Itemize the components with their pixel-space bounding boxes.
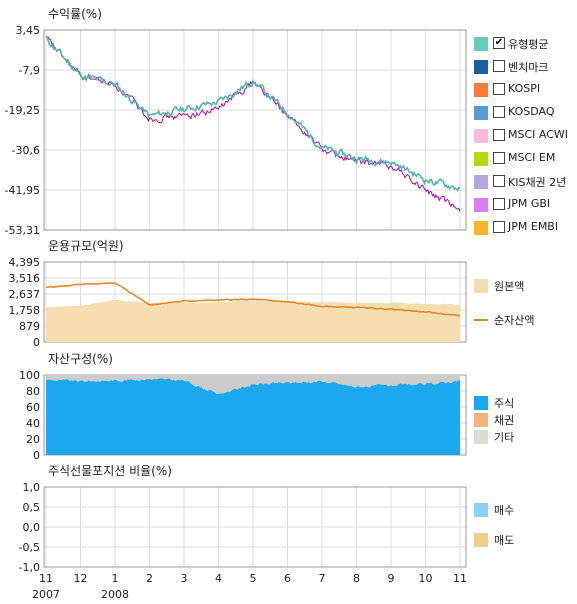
y-tick-label: 1,758 <box>9 304 41 317</box>
panel-title: 운용규모(억원) <box>48 239 124 253</box>
legend-swatch <box>474 129 488 143</box>
panel-title: 수익률(%) <box>48 7 102 21</box>
y-tick-label: -19,25 <box>5 104 40 117</box>
x-month-label: 2 <box>146 572 153 585</box>
legend-swatch <box>474 533 488 547</box>
x-month-label: 11 <box>39 572 53 585</box>
y-tick-label: -0,5 <box>19 541 40 554</box>
y-tick-label: -41,95 <box>5 184 40 197</box>
y-tick-label: 20 <box>26 433 40 446</box>
x-month-label: 9 <box>388 572 395 585</box>
y-tick-label: 0,5 <box>23 501 41 514</box>
y-tick-label: 80 <box>26 385 40 398</box>
y-tick-label: 879 <box>19 320 40 333</box>
legend-label: 유형평균 <box>508 38 549 51</box>
panel-title: 자산구성(%) <box>48 352 113 366</box>
legend-label: JPM GBI <box>508 197 551 210</box>
y-tick-label: 4,395 <box>9 256 41 269</box>
legend-checkbox[interactable] <box>493 198 505 210</box>
legend-swatch <box>474 175 488 189</box>
legend-checkbox[interactable] <box>493 106 505 118</box>
legend-label: 순자산액 <box>494 314 535 327</box>
legend-label: 기타 <box>494 431 515 444</box>
y-tick-label: 3,516 <box>9 272 41 285</box>
legend-swatch <box>474 413 488 427</box>
legend-swatch <box>474 37 488 51</box>
legend-label: MSCI EM <box>508 151 556 164</box>
legend-swatch <box>474 279 488 293</box>
legend-label: 채권 <box>494 414 515 427</box>
legend-label: KIS채권 2년 <box>508 176 567 189</box>
legend-checkbox[interactable] <box>493 129 505 141</box>
legend-checkbox[interactable] <box>493 60 505 72</box>
legend-label: JPM EMBI <box>508 220 559 233</box>
panel-title: 주식선물포지션 비율(%) <box>48 464 172 478</box>
legend-label: 매수 <box>494 504 515 517</box>
x-month-label: 10 <box>419 572 433 585</box>
legend-label: 매도 <box>494 534 515 547</box>
x-month-label: 11 <box>453 572 467 585</box>
principal-area <box>46 299 460 342</box>
x-month-label: 7 <box>319 572 326 585</box>
x-month-label: 12 <box>74 572 88 585</box>
y-tick-label: -7,9 <box>19 64 40 77</box>
y-tick-label: 60 <box>26 401 40 414</box>
y-tick-label: 3,45 <box>16 24 41 37</box>
legend-swatch <box>474 430 488 444</box>
return-series-line <box>45 35 461 192</box>
legend-swatch <box>474 503 488 517</box>
stock-area <box>46 378 460 455</box>
legend-label: 원본액 <box>494 280 525 293</box>
legend-swatch <box>474 83 488 97</box>
y-tick-label: -30,6 <box>12 144 40 157</box>
net-assets-line <box>45 282 461 317</box>
y-tick-label: -1,0 <box>19 561 40 574</box>
legend-swatch <box>474 221 488 235</box>
legend-swatch <box>474 152 488 166</box>
legend-checkbox[interactable] <box>493 221 505 233</box>
x-month-label: 4 <box>215 572 222 585</box>
y-tick-label: 40 <box>26 417 40 430</box>
y-tick-label: 0 <box>33 449 40 462</box>
panel-frame <box>43 29 467 231</box>
legend-swatch <box>474 396 488 410</box>
legend-checkbox[interactable] <box>493 175 505 187</box>
legend-label: 주식 <box>494 397 515 410</box>
panel-frame <box>43 486 467 568</box>
x-month-label: 6 <box>284 572 291 585</box>
legend-swatch <box>474 319 488 321</box>
legend-label: KOSDAQ <box>508 105 555 118</box>
legend-checkbox[interactable]: ✔ <box>493 37 505 49</box>
x-year-label: 2008 <box>101 588 129 601</box>
x-month-label: 5 <box>250 572 257 585</box>
x-month-label: 8 <box>353 572 360 585</box>
legend-label: KOSPI <box>508 82 541 95</box>
x-year-label: 2007 <box>32 588 60 601</box>
y-tick-label: 0 <box>33 336 40 349</box>
legend-swatch <box>474 198 488 212</box>
legend-swatch <box>474 60 488 74</box>
y-tick-label: 0,0 <box>23 521 41 534</box>
legend-checkbox[interactable] <box>493 152 505 164</box>
y-tick-label: 1,0 <box>23 481 41 494</box>
legend-label: 벤치마크 <box>508 61 549 74</box>
x-month-label: 1 <box>112 572 119 585</box>
legend-checkbox[interactable] <box>493 83 505 95</box>
x-month-label: 3 <box>181 572 188 585</box>
legend-label: MSCI ACWI <box>508 128 569 141</box>
y-tick-label: 2,637 <box>9 288 41 301</box>
y-tick-label: 100 <box>19 369 40 382</box>
legend-swatch <box>474 106 488 120</box>
y-tick-label: -53,31 <box>5 224 40 237</box>
